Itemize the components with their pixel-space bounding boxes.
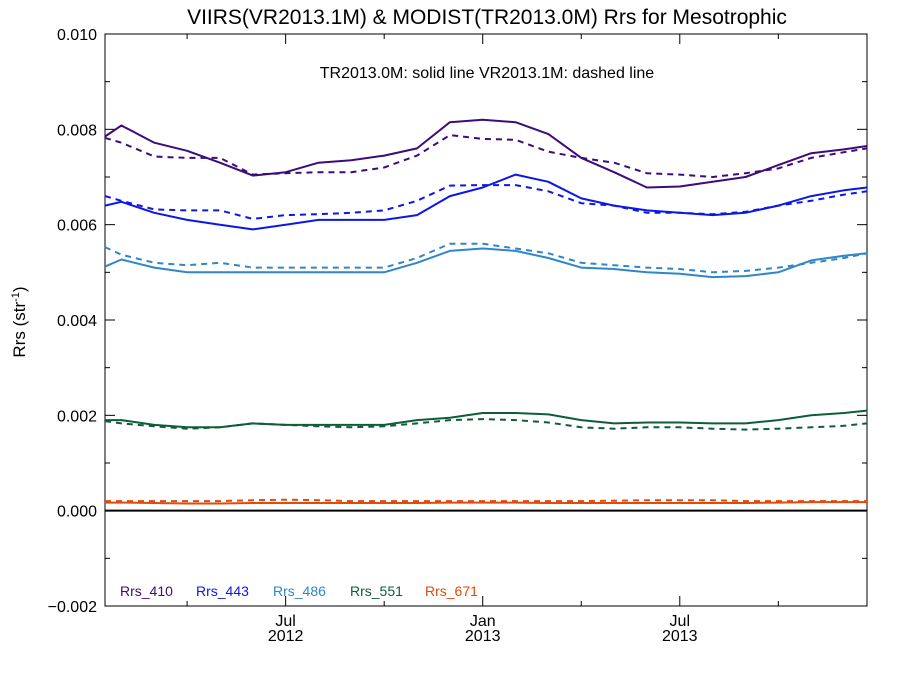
y-axis-label-superscript: -1 [10,292,22,302]
line-style-annotation: TR2013.0M: solid line VR2013.1M: dashed … [320,65,655,82]
series-line-rrs-410-dashed [104,134,868,178]
legend-item: Rrs_443 [196,583,249,599]
series-line-rrs-443-dashed [104,184,868,220]
series-line-rrs-443-solid [104,173,868,231]
x-tick-label-year: 2012 [268,628,304,645]
legend-item: Rrs_410 [120,583,173,599]
legend-item: Rrs_486 [273,583,326,599]
series-line-rrs-551-solid [105,409,868,429]
series-line-rrs-410-solid [104,118,868,189]
series-line-rrs-671-solid [105,501,867,505]
y-axis-label: Rrs (str-1) [10,286,29,357]
series-line-rrs-486-dashed [104,242,868,274]
y-tick-label: 0.000 [57,504,97,521]
series-line-rrs-486-solid [104,247,868,279]
y-tick-label: −0.002 [48,599,97,616]
axis-ticks: −0.0020.0000.0020.0040.0060.0080.010Jul2… [48,27,867,645]
legend-item: Rrs_551 [350,583,403,599]
legend-item: Rrs_671 [425,583,478,599]
y-axis-label-main: Rrs (str [10,302,29,358]
y-axis-label-close: ) [10,286,29,292]
y-tick-label: 0.008 [57,122,97,139]
x-tick-label-month: Jul [670,613,690,630]
x-tick-label-year: 2013 [662,628,698,645]
legend: Rrs_410 Rrs_443 Rrs_486 Rrs_551 Rrs_671 [120,583,478,599]
series-lines [104,118,868,512]
y-tick-label: 0.004 [57,313,97,330]
y-tick-label: 0.002 [57,408,97,425]
x-tick-label-month: Jul [275,613,295,630]
x-tick-label-year: 2013 [465,628,501,645]
x-tick-label-month: Jan [470,613,496,630]
y-tick-label: 0.006 [57,218,97,235]
series-line-rrs-671-dashed [105,498,867,503]
chart-title: VIIRS(VR2013.1M) & MODIST(TR2013.0M) Rrs… [187,6,787,29]
y-tick-label: 0.010 [57,27,97,44]
